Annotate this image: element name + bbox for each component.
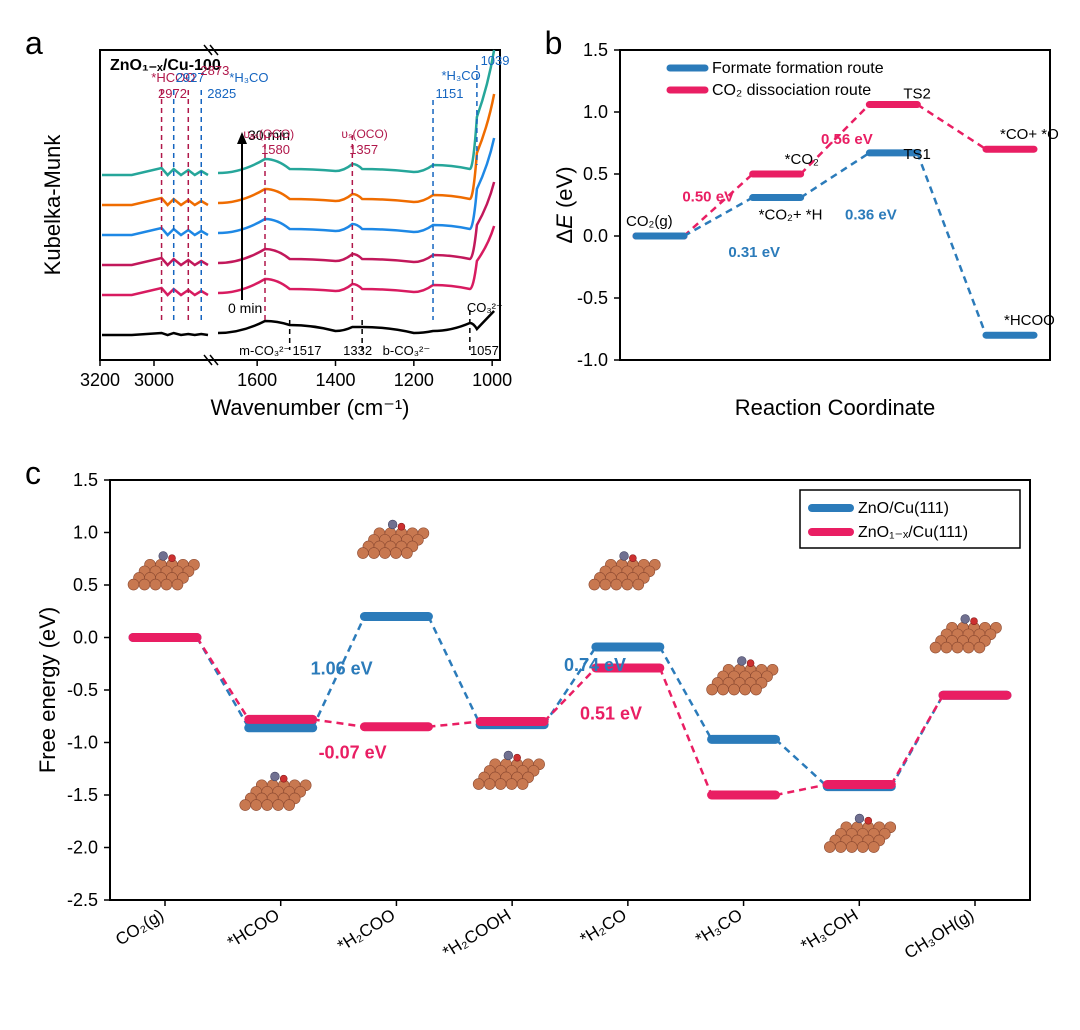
panel-a-label: a: [25, 25, 43, 62]
svg-text:1400: 1400: [315, 370, 355, 390]
svg-text:0.5: 0.5: [73, 575, 98, 595]
svg-text:0.56 eV: 0.56 eV: [821, 131, 873, 148]
panel-c-label: c: [25, 455, 41, 492]
svg-text:*H₂COOH: *H₂COOH: [439, 905, 514, 962]
svg-text:*H₂COO: *H₂COO: [334, 905, 399, 955]
svg-text:1600: 1600: [237, 370, 277, 390]
svg-text:2873: 2873: [200, 63, 229, 78]
svg-text:-0.07 eV: -0.07 eV: [319, 742, 387, 762]
svg-text:*CO₂+ *H: *CO₂+ *H: [758, 207, 822, 224]
svg-text:*H₃CO: *H₃CO: [229, 70, 268, 85]
svg-text:*H₃CO: *H₃CO: [442, 68, 481, 83]
svg-text:1151: 1151: [436, 86, 464, 101]
svg-text:0.31 eV: 0.31 eV: [728, 244, 780, 261]
svg-text:1.5: 1.5: [583, 40, 608, 60]
svg-text:TS1: TS1: [903, 146, 931, 163]
svg-text:1200: 1200: [394, 370, 434, 390]
svg-text:*H₂CO: *H₂CO: [577, 905, 630, 948]
panel-a: a 320030001600140012001000 Kubelka-Munk …: [20, 20, 530, 440]
svg-text:0.0: 0.0: [73, 628, 98, 648]
panel-c-svg: -2.5 -2.0 -1.5 -1.0 -0.5 0.0 0.5 1.0 1.5 Free en…: [20, 450, 1060, 1010]
svg-text:*H₃COH: *H₃COH: [797, 905, 861, 955]
panel-a-svg: 3200 3000 1600 1400 1200 1000 Kubelka-Munk Wa…: [20, 20, 540, 440]
svg-text:-1.5: -1.5: [67, 785, 98, 805]
svg-text:ΔE (eV): ΔE (eV): [552, 166, 577, 243]
svg-text:1580: 1580: [261, 142, 290, 157]
svg-text:1.06 eV: 1.06 eV: [311, 658, 373, 678]
svg-text:-2.5: -2.5: [67, 890, 98, 910]
panel-c-ylabel: Free energy (eV): [35, 607, 60, 773]
svg-text:3000: 3000: [134, 370, 174, 390]
svg-text:1.0: 1.0: [583, 102, 608, 122]
svg-text:*HCOO: *HCOO: [224, 905, 283, 952]
svg-text:-1.0: -1.0: [577, 350, 608, 370]
svg-text:1000: 1000: [472, 370, 512, 390]
svg-text:1517: 1517: [293, 343, 322, 358]
svg-text:CH₃OH(g): CH₃OH(g): [901, 905, 977, 962]
svg-text:υₛ(OCO): υₛ(OCO): [341, 127, 387, 141]
panel-a-xlabel: Wavenumber (cm⁻¹): [210, 395, 409, 420]
svg-text:-1.0: -1.0: [67, 733, 98, 753]
panel-c: c -2.5 -2.0 -1.5 -1.0 -0.5 0.0 0.5 1.0 1.5 Free …: [20, 450, 1070, 1010]
svg-text:3200: 3200: [80, 370, 120, 390]
svg-text:1057: 1057: [470, 343, 499, 358]
svg-text:0.0: 0.0: [583, 226, 608, 246]
svg-text:CO₂(g): CO₂(g): [626, 213, 673, 230]
svg-text:1039: 1039: [481, 53, 510, 68]
svg-text:m-CO₃²⁻: m-CO₃²⁻: [239, 343, 290, 358]
svg-text:0.74 eV: 0.74 eV: [564, 655, 626, 675]
legend-c-0: ZnO/Cu(111): [858, 500, 949, 517]
panel-b-legend: Formate formation route CO₂ dissociation…: [670, 60, 884, 99]
svg-text:2972: 2972: [158, 86, 187, 101]
svg-text:1332: 1332: [343, 343, 372, 358]
svg-text:1.5: 1.5: [73, 470, 98, 490]
svg-text:-0.5: -0.5: [67, 680, 98, 700]
svg-text:b-CO₃²⁻: b-CO₃²⁻: [383, 343, 431, 358]
svg-text:0.50 eV: 0.50 eV: [682, 188, 734, 205]
svg-text:2825: 2825: [207, 86, 236, 101]
svg-text:0.5: 0.5: [583, 164, 608, 184]
svg-text:1357: 1357: [349, 142, 378, 157]
panel-b-label: b: [545, 25, 563, 62]
panel-b-xlabel: Reaction Coordinate: [734, 395, 935, 420]
panel-a-ylabel: Kubelka-Munk: [40, 134, 65, 276]
legend-b-0: Formate formation route: [712, 60, 884, 77]
svg-text:-2.0: -2.0: [67, 838, 98, 858]
svg-text:υₐₛ(OCO): υₐₛ(OCO): [243, 127, 294, 141]
svg-text:*CO+ *O: *CO+ *O: [1000, 126, 1059, 143]
panel-b-svg: -1.0 -0.5 0.0 0.5 1.0 1.5 ΔE (eV) Reaction Co…: [540, 20, 1080, 440]
svg-text:0.51 eV: 0.51 eV: [580, 703, 642, 723]
panel-c-legend: ZnO/Cu(111) ZnO₁₋ₓ/Cu(111): [800, 490, 1020, 548]
svg-text:CO₃²⁻: CO₃²⁻: [467, 300, 503, 315]
legend-c-1: ZnO₁₋ₓ/Cu(111): [858, 524, 968, 541]
panel-b: b -1.0 -0.5 0.0 0.5 1.0 1.5 ΔE (eV) Reaction …: [540, 20, 1070, 440]
svg-text:0.36 eV: 0.36 eV: [845, 207, 897, 224]
svg-text:TS2: TS2: [903, 86, 931, 103]
arrow-bot-label: 0 min: [228, 300, 262, 316]
svg-text:1.0: 1.0: [73, 523, 98, 543]
svg-text:CO₂(g): CO₂(g): [112, 905, 167, 949]
svg-text:*HCOO: *HCOO: [1004, 312, 1055, 329]
svg-text:*CO₂: *CO₂: [784, 151, 818, 168]
svg-text:*H₃CO: *H₃CO: [692, 905, 746, 948]
svg-text:-0.5: -0.5: [577, 288, 608, 308]
legend-b-1: CO₂ dissociation route: [712, 82, 871, 99]
